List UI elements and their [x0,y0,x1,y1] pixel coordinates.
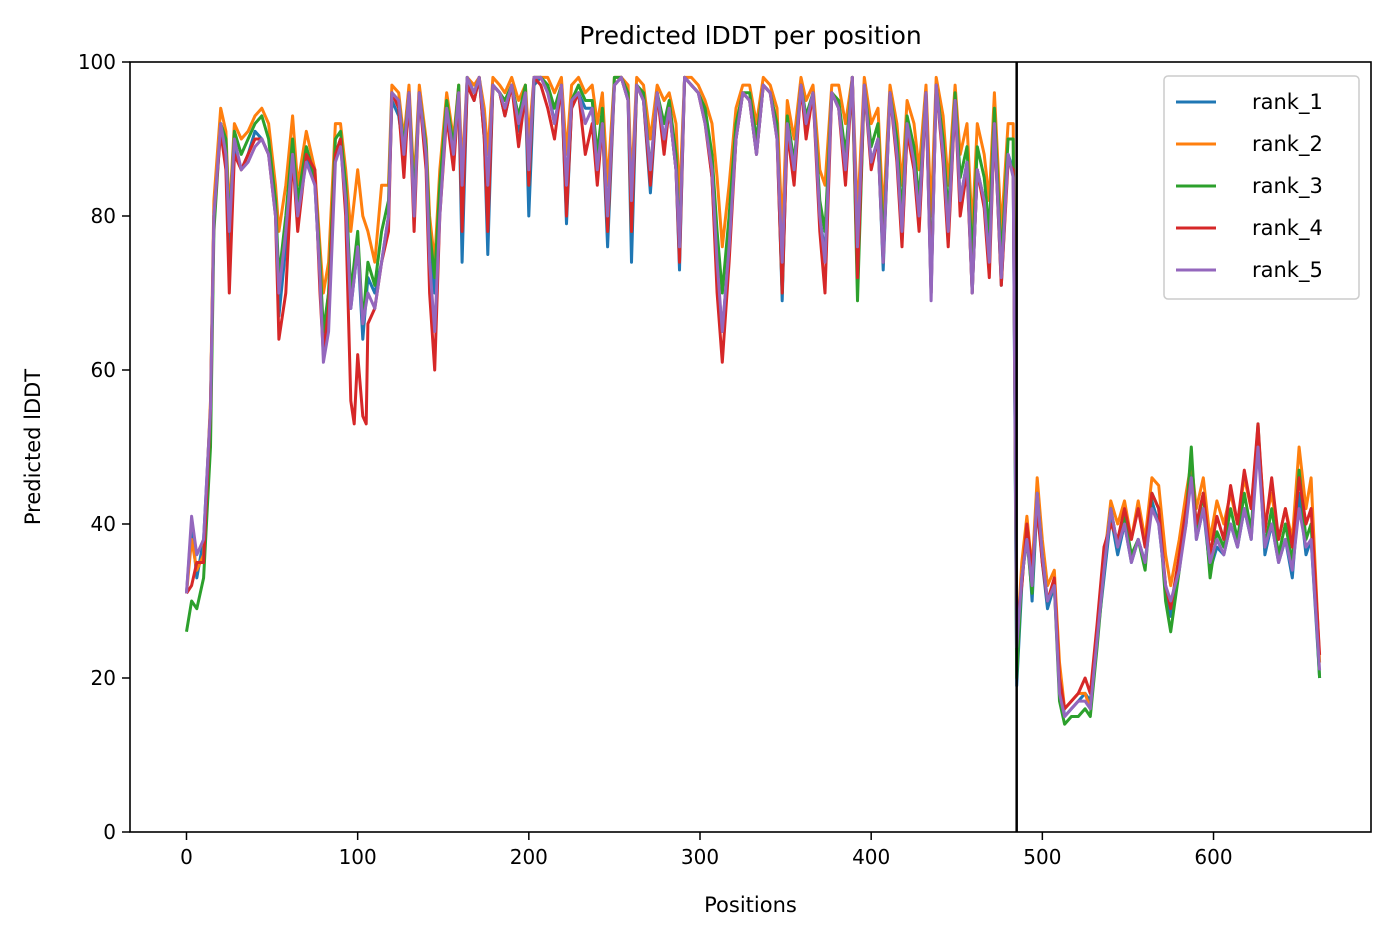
x-tick-label: 200 [510,845,548,869]
legend-label: rank_1 [1252,90,1323,115]
x-tick-label: 100 [339,845,377,869]
legend-box [1163,75,1360,300]
legend: rank_1 rank_2 rank_3 rank_4 rank_5 [1163,75,1360,300]
y-tick-label: 40 [91,512,116,536]
legend-label: rank_2 [1252,132,1323,157]
y-axis: 0 20 40 60 80 100 [78,50,130,844]
legend-label: rank_4 [1252,216,1323,241]
y-tick-label: 0 [103,820,116,844]
y-tick-label: 80 [91,204,116,228]
x-tick-label: 600 [1194,845,1232,869]
chart-title: Predicted lDDT per position [579,21,921,50]
y-axis-label: Predicted lDDT [21,369,45,525]
x-tick-label: 400 [852,845,890,869]
x-tick-label: 500 [1023,845,1061,869]
x-tick-label: 0 [180,845,193,869]
series-line-rank-5 [185,75,1322,718]
plot-lines [185,75,1322,726]
plot-frame [129,61,1372,833]
x-axis: 0 100 200 300 400 500 600 [180,832,1233,869]
legend-label: rank_3 [1252,174,1323,199]
legend-label: rank_5 [1252,258,1323,283]
y-tick-label: 100 [78,50,116,74]
y-tick-label: 20 [91,666,116,690]
x-tick-label: 300 [681,845,719,869]
y-tick-label: 60 [91,358,116,382]
x-axis-label: Positions [704,893,797,917]
